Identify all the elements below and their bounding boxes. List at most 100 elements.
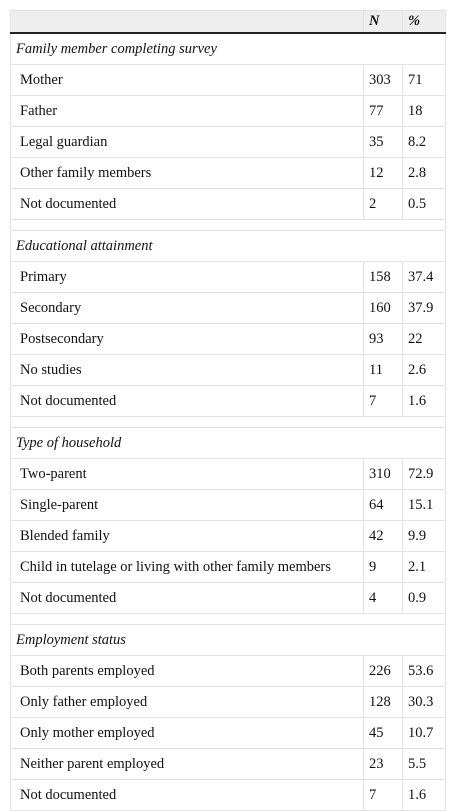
row-label: Not documented [10, 582, 364, 614]
cell-value: 11 [363, 354, 403, 386]
cell-value: 1.6 [402, 779, 446, 811]
cell-value: 128 [363, 686, 403, 718]
cell-value: 37.4 [402, 261, 446, 293]
cell-value: 310 [363, 458, 403, 490]
section-row: Type of household [10, 427, 446, 459]
row-label: Other family members [10, 157, 364, 189]
row-label: Primary [10, 261, 364, 293]
row-label: Blended family [10, 520, 364, 552]
row-label: Mother [10, 64, 364, 96]
data-row: Secondary 160 37.9 [10, 292, 446, 324]
data-row: Mother 303 71 [10, 64, 446, 96]
cell-value: 2.8 [402, 157, 446, 189]
cell-value: 1.6 [402, 385, 446, 417]
data-row: Primary 158 37.4 [10, 261, 446, 293]
row-label: Neither parent employed [10, 748, 364, 780]
row-label: Father [10, 95, 364, 127]
cell-value: 15.1 [402, 489, 446, 521]
section-row: Educational attainment [10, 230, 446, 262]
data-row: Child in tutelage or living with other f… [10, 551, 446, 583]
data-row: Legal guardian 35 8.2 [10, 126, 446, 158]
cell-value: 5.5 [402, 748, 446, 780]
data-row: Single-parent 64 15.1 [10, 489, 446, 521]
row-label: Legal guardian [10, 126, 364, 158]
section-row: Family member completing survey [10, 32, 446, 65]
cell-value: 4 [363, 582, 403, 614]
row-label: Not documented [10, 188, 364, 220]
row-label: Child in tutelage or living with other f… [10, 551, 364, 583]
data-row: Not documented 7 1.6 [10, 779, 446, 811]
spacer-row [10, 613, 446, 625]
cell-value: 2 [363, 188, 403, 220]
row-label: Secondary [10, 292, 364, 324]
row-label: Single-parent [10, 489, 364, 521]
cell-value: 72.9 [402, 458, 446, 490]
cell-value: 93 [363, 323, 403, 355]
cell-value: 7 [363, 779, 403, 811]
cell-value: 12 [363, 157, 403, 189]
row-label: Two-parent [10, 458, 364, 490]
row-label: Both parents employed [10, 655, 364, 687]
spacer-cell [10, 613, 446, 625]
cell-value: 10.7 [402, 717, 446, 749]
data-table: N % Family member completing survey Mothe… [10, 10, 446, 811]
table-header: N % [10, 10, 446, 34]
data-row: Neither parent employed 23 5.5 [10, 748, 446, 780]
cell-value: 53.6 [402, 655, 446, 687]
cell-value: 64 [363, 489, 403, 521]
data-row: Two-parent 310 72.9 [10, 458, 446, 490]
cell-value: 42 [363, 520, 403, 552]
section-title: Family member completing survey [10, 32, 446, 65]
cell-value: 9.9 [402, 520, 446, 552]
cell-value: 35 [363, 126, 403, 158]
cell-value: 22 [402, 323, 446, 355]
data-row: Postsecondary 93 22 [10, 323, 446, 355]
row-label: No studies [10, 354, 364, 386]
header-cell [10, 10, 364, 34]
row-label: Only mother employed [10, 717, 364, 749]
cell-value: 8.2 [402, 126, 446, 158]
spacer-row [10, 416, 446, 428]
row-label: Not documented [10, 779, 364, 811]
section-row: Employment status [10, 624, 446, 656]
data-row: Father 77 18 [10, 95, 446, 127]
section-title: Educational attainment [10, 230, 446, 262]
data-row: Only mother employed 45 10.7 [10, 717, 446, 749]
cell-value: 7 [363, 385, 403, 417]
header-cell: N [363, 10, 403, 34]
cell-value: 9 [363, 551, 403, 583]
cell-value: 158 [363, 261, 403, 293]
data-row: Other family members 12 2.8 [10, 157, 446, 189]
data-row: Blended family 42 9.9 [10, 520, 446, 552]
data-row: Not documented 7 1.6 [10, 385, 446, 417]
cell-value: 0.9 [402, 582, 446, 614]
spacer-cell [10, 416, 446, 428]
section-title: Employment status [10, 624, 446, 656]
spacer-row [10, 219, 446, 231]
cell-value: 2.1 [402, 551, 446, 583]
cell-value: 71 [402, 64, 446, 96]
cell-value: 160 [363, 292, 403, 324]
cell-value: 18 [402, 95, 446, 127]
cell-value: 37.9 [402, 292, 446, 324]
cell-value: 226 [363, 655, 403, 687]
spacer-cell [10, 219, 446, 231]
data-row: Only father employed 128 30.3 [10, 686, 446, 718]
row-label: Not documented [10, 385, 364, 417]
cell-value: 23 [363, 748, 403, 780]
cell-value: 0.5 [402, 188, 446, 220]
data-row: No studies 11 2.6 [10, 354, 446, 386]
cell-value: 45 [363, 717, 403, 749]
cell-value: 2.6 [402, 354, 446, 386]
data-row: Not documented 4 0.9 [10, 582, 446, 614]
data-row: Not documented 2 0.5 [10, 188, 446, 220]
cell-value: 303 [363, 64, 403, 96]
header-row: N % [10, 10, 446, 34]
row-label: Postsecondary [10, 323, 364, 355]
cell-value: 30.3 [402, 686, 446, 718]
header-cell: % [402, 10, 446, 34]
row-label: Only father employed [10, 686, 364, 718]
table-body: Family member completing survey Mother 303… [10, 32, 446, 811]
section-title: Type of household [10, 427, 446, 459]
